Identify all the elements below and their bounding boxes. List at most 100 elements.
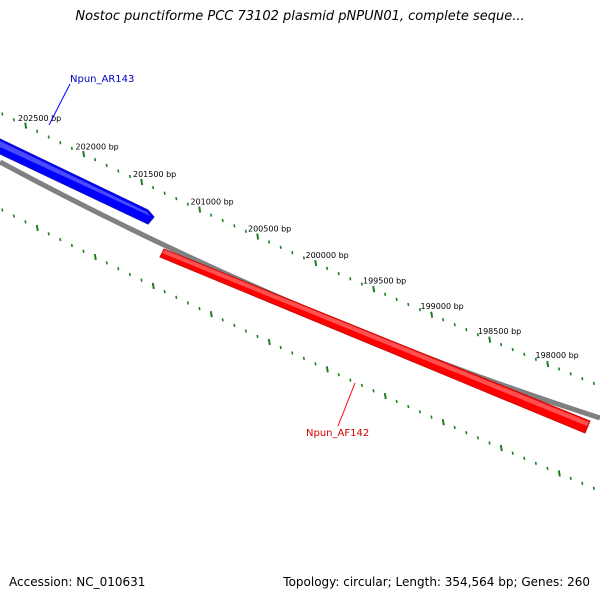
outer-tick-mark <box>534 357 537 361</box>
outer-tick-mark <box>152 185 155 190</box>
outer-tick-mark <box>268 240 271 244</box>
inner-tick-mark <box>163 289 166 294</box>
scale-label: 199000 bp <box>421 302 464 311</box>
scale-label: 201500 bp <box>133 170 176 179</box>
inner-tick-mark <box>349 378 352 382</box>
outer-tick-mark <box>82 150 86 158</box>
outer-tick-mark <box>523 352 526 357</box>
inner-tick-mark <box>383 392 387 400</box>
inner-tick-mark <box>209 311 213 318</box>
outer-tick-mark <box>349 277 352 281</box>
outer-tick-mark <box>430 311 434 318</box>
inner-tick-mark <box>569 476 572 481</box>
outer-tick-ring <box>1 112 595 386</box>
outer-tick-mark <box>546 360 550 368</box>
inner-tick-mark <box>314 362 317 366</box>
inner-tick-mark <box>372 389 375 393</box>
gene-arrow-highlight <box>162 250 589 426</box>
gene-label-npun-af142[interactable]: Npun_AF142 <box>306 428 369 439</box>
outer-tick-mark <box>256 233 260 240</box>
inner-tick-mark <box>140 278 143 282</box>
inner-tick-mark <box>198 306 201 311</box>
plasmid-backbone <box>0 159 600 421</box>
map-title: Nostoc punctiforme PCC 73102 plasmid pNP… <box>75 9 525 24</box>
outer-tick-mark <box>12 118 15 122</box>
inner-tick-mark <box>592 486 595 490</box>
accession-label: Accession: NC_010631 <box>9 575 146 589</box>
outer-tick-mark <box>198 206 202 213</box>
gene-arrow-highlight <box>0 141 150 216</box>
inner-tick-mark <box>221 318 224 322</box>
outer-tick-mark <box>407 302 410 307</box>
inner-tick-mark <box>430 415 433 419</box>
scale-label: 199500 bp <box>363 277 406 286</box>
outer-tick-mark <box>442 318 445 322</box>
inner-tick-mark <box>244 329 247 333</box>
label-leader-npun-af142 <box>337 382 356 427</box>
outer-tick-mark <box>163 191 166 195</box>
inner-tick-mark <box>534 461 537 465</box>
outer-tick-mark <box>244 229 247 233</box>
outer-tick-mark <box>384 292 387 296</box>
outer-tick-mark <box>117 169 120 173</box>
inner-tick-mark <box>70 243 73 248</box>
outer-tick-mark <box>36 129 39 133</box>
scale-label: 201000 bp <box>191 198 234 207</box>
outer-tick-mark <box>210 213 213 217</box>
inner-tick-mark <box>418 410 421 414</box>
inner-tick-mark <box>523 456 526 460</box>
inner-tick-mark <box>499 444 503 452</box>
outer-tick-mark <box>360 282 363 286</box>
inner-tick-mark <box>93 253 97 261</box>
inner-tick-mark <box>35 224 39 232</box>
outer-tick-mark <box>105 163 108 168</box>
scale-label: 200000 bp <box>306 251 349 260</box>
scale-label: 200500 bp <box>248 224 291 233</box>
inner-tick-mark <box>465 431 468 435</box>
inner-tick-mark <box>581 481 584 485</box>
outer-tick-mark <box>24 122 28 129</box>
scale-label: 198500 bp <box>478 327 521 336</box>
outer-tick-mark <box>476 333 479 337</box>
gene-label-npun-ar143[interactable]: Npun_AR143 <box>70 74 134 85</box>
inner-tick-mark <box>1 208 4 212</box>
inner-tick-ring <box>1 208 595 490</box>
inner-tick-mark <box>557 470 561 477</box>
outer-tick-mark <box>59 141 62 145</box>
inner-tick-mark <box>186 301 189 305</box>
outer-tick-mark <box>569 372 572 376</box>
inner-tick-mark <box>488 441 491 445</box>
inner-tick-mark <box>546 466 549 471</box>
inner-tick-mark <box>117 267 120 271</box>
outer-tick-mark <box>140 178 144 186</box>
inner-tick-mark <box>24 220 27 224</box>
inner-tick-mark <box>175 295 178 299</box>
inner-tick-mark <box>151 282 155 290</box>
outer-tick-mark <box>326 266 329 271</box>
outer-tick-mark <box>302 256 305 260</box>
outer-tick-mark <box>128 174 131 179</box>
inner-tick-mark <box>291 351 294 355</box>
gene-npun-ar143[interactable] <box>0 138 155 225</box>
inner-tick-mark <box>407 404 410 409</box>
outer-tick-mark <box>558 367 561 371</box>
outer-tick-mark <box>581 376 584 381</box>
inner-tick-mark <box>360 383 363 388</box>
inner-tick-mark <box>267 338 271 346</box>
outer-tick-mark <box>592 381 595 386</box>
outer-tick-mark <box>314 259 318 267</box>
inner-tick-mark <box>441 419 445 426</box>
outer-tick-mark <box>500 342 503 347</box>
inner-tick-mark <box>128 272 131 277</box>
topology-summary: Topology: circular; Length: 354,564 bp; … <box>283 575 590 589</box>
outer-tick-mark <box>186 202 189 206</box>
outer-tick-mark <box>47 135 50 139</box>
inner-tick-mark <box>47 232 50 236</box>
outer-tick-mark <box>372 286 376 293</box>
inner-tick-mark <box>59 237 62 242</box>
inner-tick-mark <box>82 249 85 253</box>
outer-tick-mark <box>291 250 294 255</box>
gene-npun-af142[interactable] <box>159 248 591 434</box>
outer-tick-mark <box>279 245 282 249</box>
